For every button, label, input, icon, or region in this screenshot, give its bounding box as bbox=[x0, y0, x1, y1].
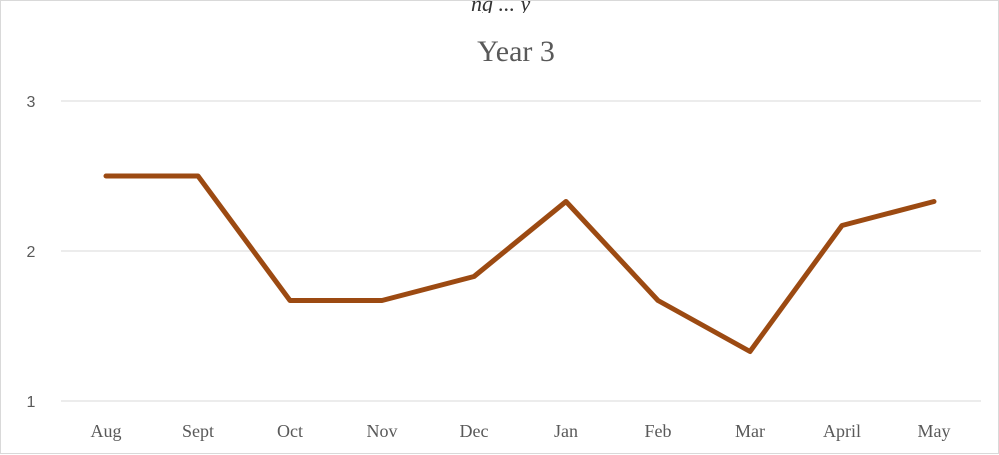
series-line bbox=[106, 176, 934, 352]
x-tick-label: April bbox=[823, 421, 861, 441]
x-tick-label: Sept bbox=[182, 421, 214, 441]
x-tick-label: Dec bbox=[460, 421, 489, 441]
x-tick-label: Feb bbox=[645, 421, 672, 441]
x-tick-label: Mar bbox=[735, 421, 765, 441]
y-tick-label: 3 bbox=[27, 94, 36, 111]
chart-title: Year 3 bbox=[477, 35, 555, 68]
y-tick-label: 2 bbox=[27, 244, 36, 261]
x-tick-label: May bbox=[918, 421, 951, 441]
x-tick-label: Aug bbox=[91, 421, 122, 441]
x-tick-label: Jan bbox=[554, 421, 578, 441]
y-tick-label: 1 bbox=[27, 394, 36, 411]
x-tick-label: Oct bbox=[277, 421, 303, 441]
x-tick-label: Nov bbox=[367, 421, 398, 441]
